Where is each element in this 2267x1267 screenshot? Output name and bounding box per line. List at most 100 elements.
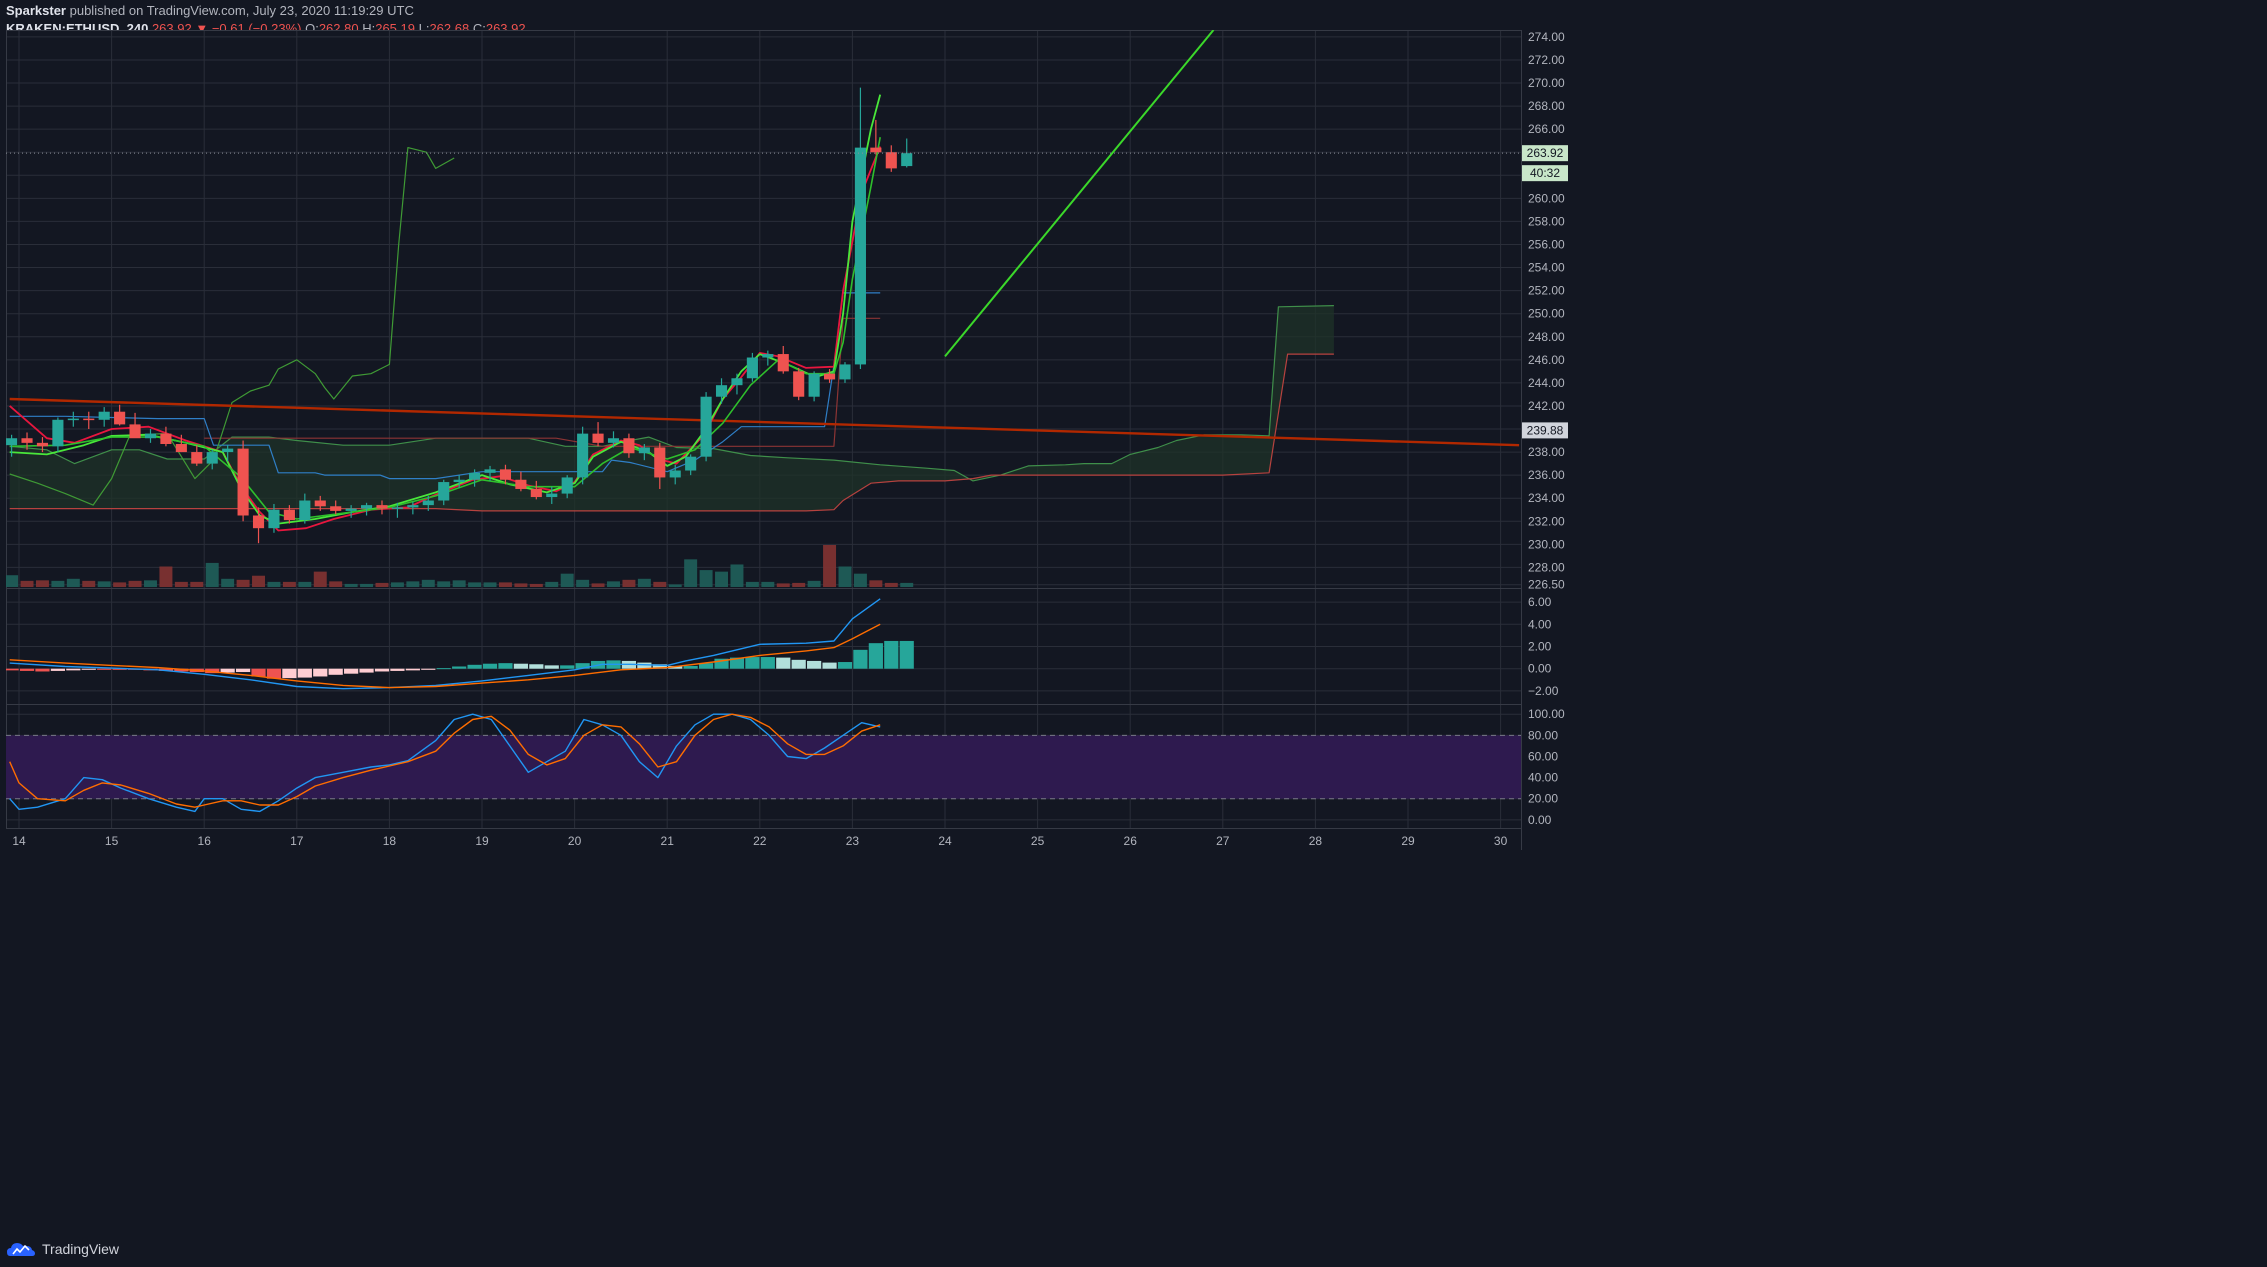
time-tick-label: 18 [383, 834, 397, 848]
macd-histogram-bar [807, 660, 822, 669]
macd-histogram-bar [313, 668, 328, 677]
macd-histogram-bar [498, 663, 513, 669]
volume-bar [668, 584, 682, 587]
volume-bar [66, 578, 80, 587]
volume-bar [761, 581, 775, 587]
price-plot [6, 30, 1520, 587]
candle-up [839, 364, 851, 380]
candle-down [330, 506, 342, 511]
volume-bar [900, 582, 914, 587]
volume-bar [437, 581, 451, 587]
macd-histogram-bar [652, 664, 667, 669]
price-tick-label: 272.00 [1528, 53, 1565, 67]
candle-down [623, 438, 635, 454]
candle-up [438, 482, 450, 501]
macd-histogram-bar [513, 663, 528, 669]
price-tick-label: 268.00 [1528, 99, 1565, 113]
macd-histogram-bar [328, 668, 343, 675]
candle-up [268, 509, 280, 529]
macd-histogram-bar [560, 665, 575, 669]
time-tick-label: 24 [938, 834, 952, 848]
macd-tick-label: 4.00 [1528, 617, 1552, 631]
volume-bar [529, 583, 543, 587]
volume-bar [313, 571, 327, 587]
volume-bar [498, 582, 512, 587]
macd-histogram-bar [81, 668, 96, 670]
stoch-d-line [9, 713, 881, 808]
volume-bar [390, 582, 404, 587]
descending-trendline [9, 397, 1520, 447]
candle-down [515, 479, 527, 489]
price-tick-label: 260.00 [1528, 191, 1565, 205]
macd-histogram-bar [251, 668, 266, 677]
volume-bar [576, 579, 590, 587]
candle-up [6, 438, 18, 446]
volume-bar [205, 562, 219, 587]
low-label: L: [418, 21, 430, 36]
macd-histogram-bar [436, 668, 451, 670]
price-tick-label: 246.00 [1528, 353, 1565, 367]
volume-bar [421, 579, 435, 587]
price-tick-label: 250.00 [1528, 307, 1565, 321]
volume-bar [97, 581, 111, 587]
candle-down [885, 152, 897, 169]
candle-up [746, 357, 758, 379]
macd-histogram-bar [235, 668, 251, 673]
volume-bar [190, 581, 204, 587]
candle-up [638, 447, 650, 454]
candle-down [83, 418, 95, 421]
candle-down [654, 447, 666, 478]
volume-bar [221, 578, 235, 587]
volume-bar [653, 581, 667, 587]
volume-bar [468, 582, 482, 587]
volume-bar [113, 582, 127, 587]
volume-bar [344, 583, 358, 587]
senkou-span-a [9, 305, 1334, 482]
volume-bar [375, 582, 389, 587]
volume-bar [51, 580, 65, 587]
volume-bar [128, 580, 142, 587]
time-tick-label: 25 [1031, 834, 1045, 848]
macd-tick-label: 0.00 [1528, 662, 1552, 676]
last-price-tag: 263.92 [1527, 146, 1564, 160]
volume-bar [252, 575, 266, 587]
macd-histogram-bar [35, 668, 50, 672]
tradingview-logo[interactable]: TradingView [6, 1238, 119, 1260]
author-name[interactable]: Sparkster [6, 3, 66, 18]
macd-plot [6, 598, 914, 690]
candle-up [469, 472, 481, 480]
time-tick-label: 14 [12, 834, 26, 848]
price-tick-label: 236.00 [1528, 468, 1565, 482]
candle-down [824, 373, 836, 380]
stoch-rsi-pane[interactable] [6, 713, 1521, 813]
candle-up [98, 411, 110, 420]
price-tick-label: 248.00 [1528, 330, 1565, 344]
candle-up [222, 448, 234, 453]
volume-bar [6, 575, 19, 587]
price-tick-label: 238.00 [1528, 445, 1565, 459]
macd-histogram-bar [390, 668, 405, 671]
time-tick-label: 23 [846, 834, 860, 848]
macd-histogram-bar [405, 668, 420, 671]
macd-histogram-bar [745, 657, 760, 669]
macd-histogram-bar [544, 665, 559, 669]
candle-up [546, 493, 558, 498]
price-pane[interactable] [5, 30, 1521, 587]
macd-histogram-bar [683, 665, 698, 669]
volume-bar [884, 582, 898, 587]
stoch-tick-label: 40.00 [1528, 771, 1558, 785]
candle-down [777, 354, 789, 372]
macd-histogram-bar [158, 668, 174, 671]
candle-down [283, 509, 295, 521]
time-tick-label: 20 [568, 834, 582, 848]
volume-bar [869, 580, 883, 587]
macd-pane[interactable] [4, 598, 914, 690]
volume-bar [282, 581, 296, 587]
candle-up [453, 479, 465, 483]
macd-tick-label: 6.00 [1528, 595, 1552, 609]
volume-bar [329, 581, 343, 587]
volume-bar [838, 566, 852, 587]
volume-bar [174, 581, 188, 587]
price-tick-label: 244.00 [1528, 376, 1565, 390]
